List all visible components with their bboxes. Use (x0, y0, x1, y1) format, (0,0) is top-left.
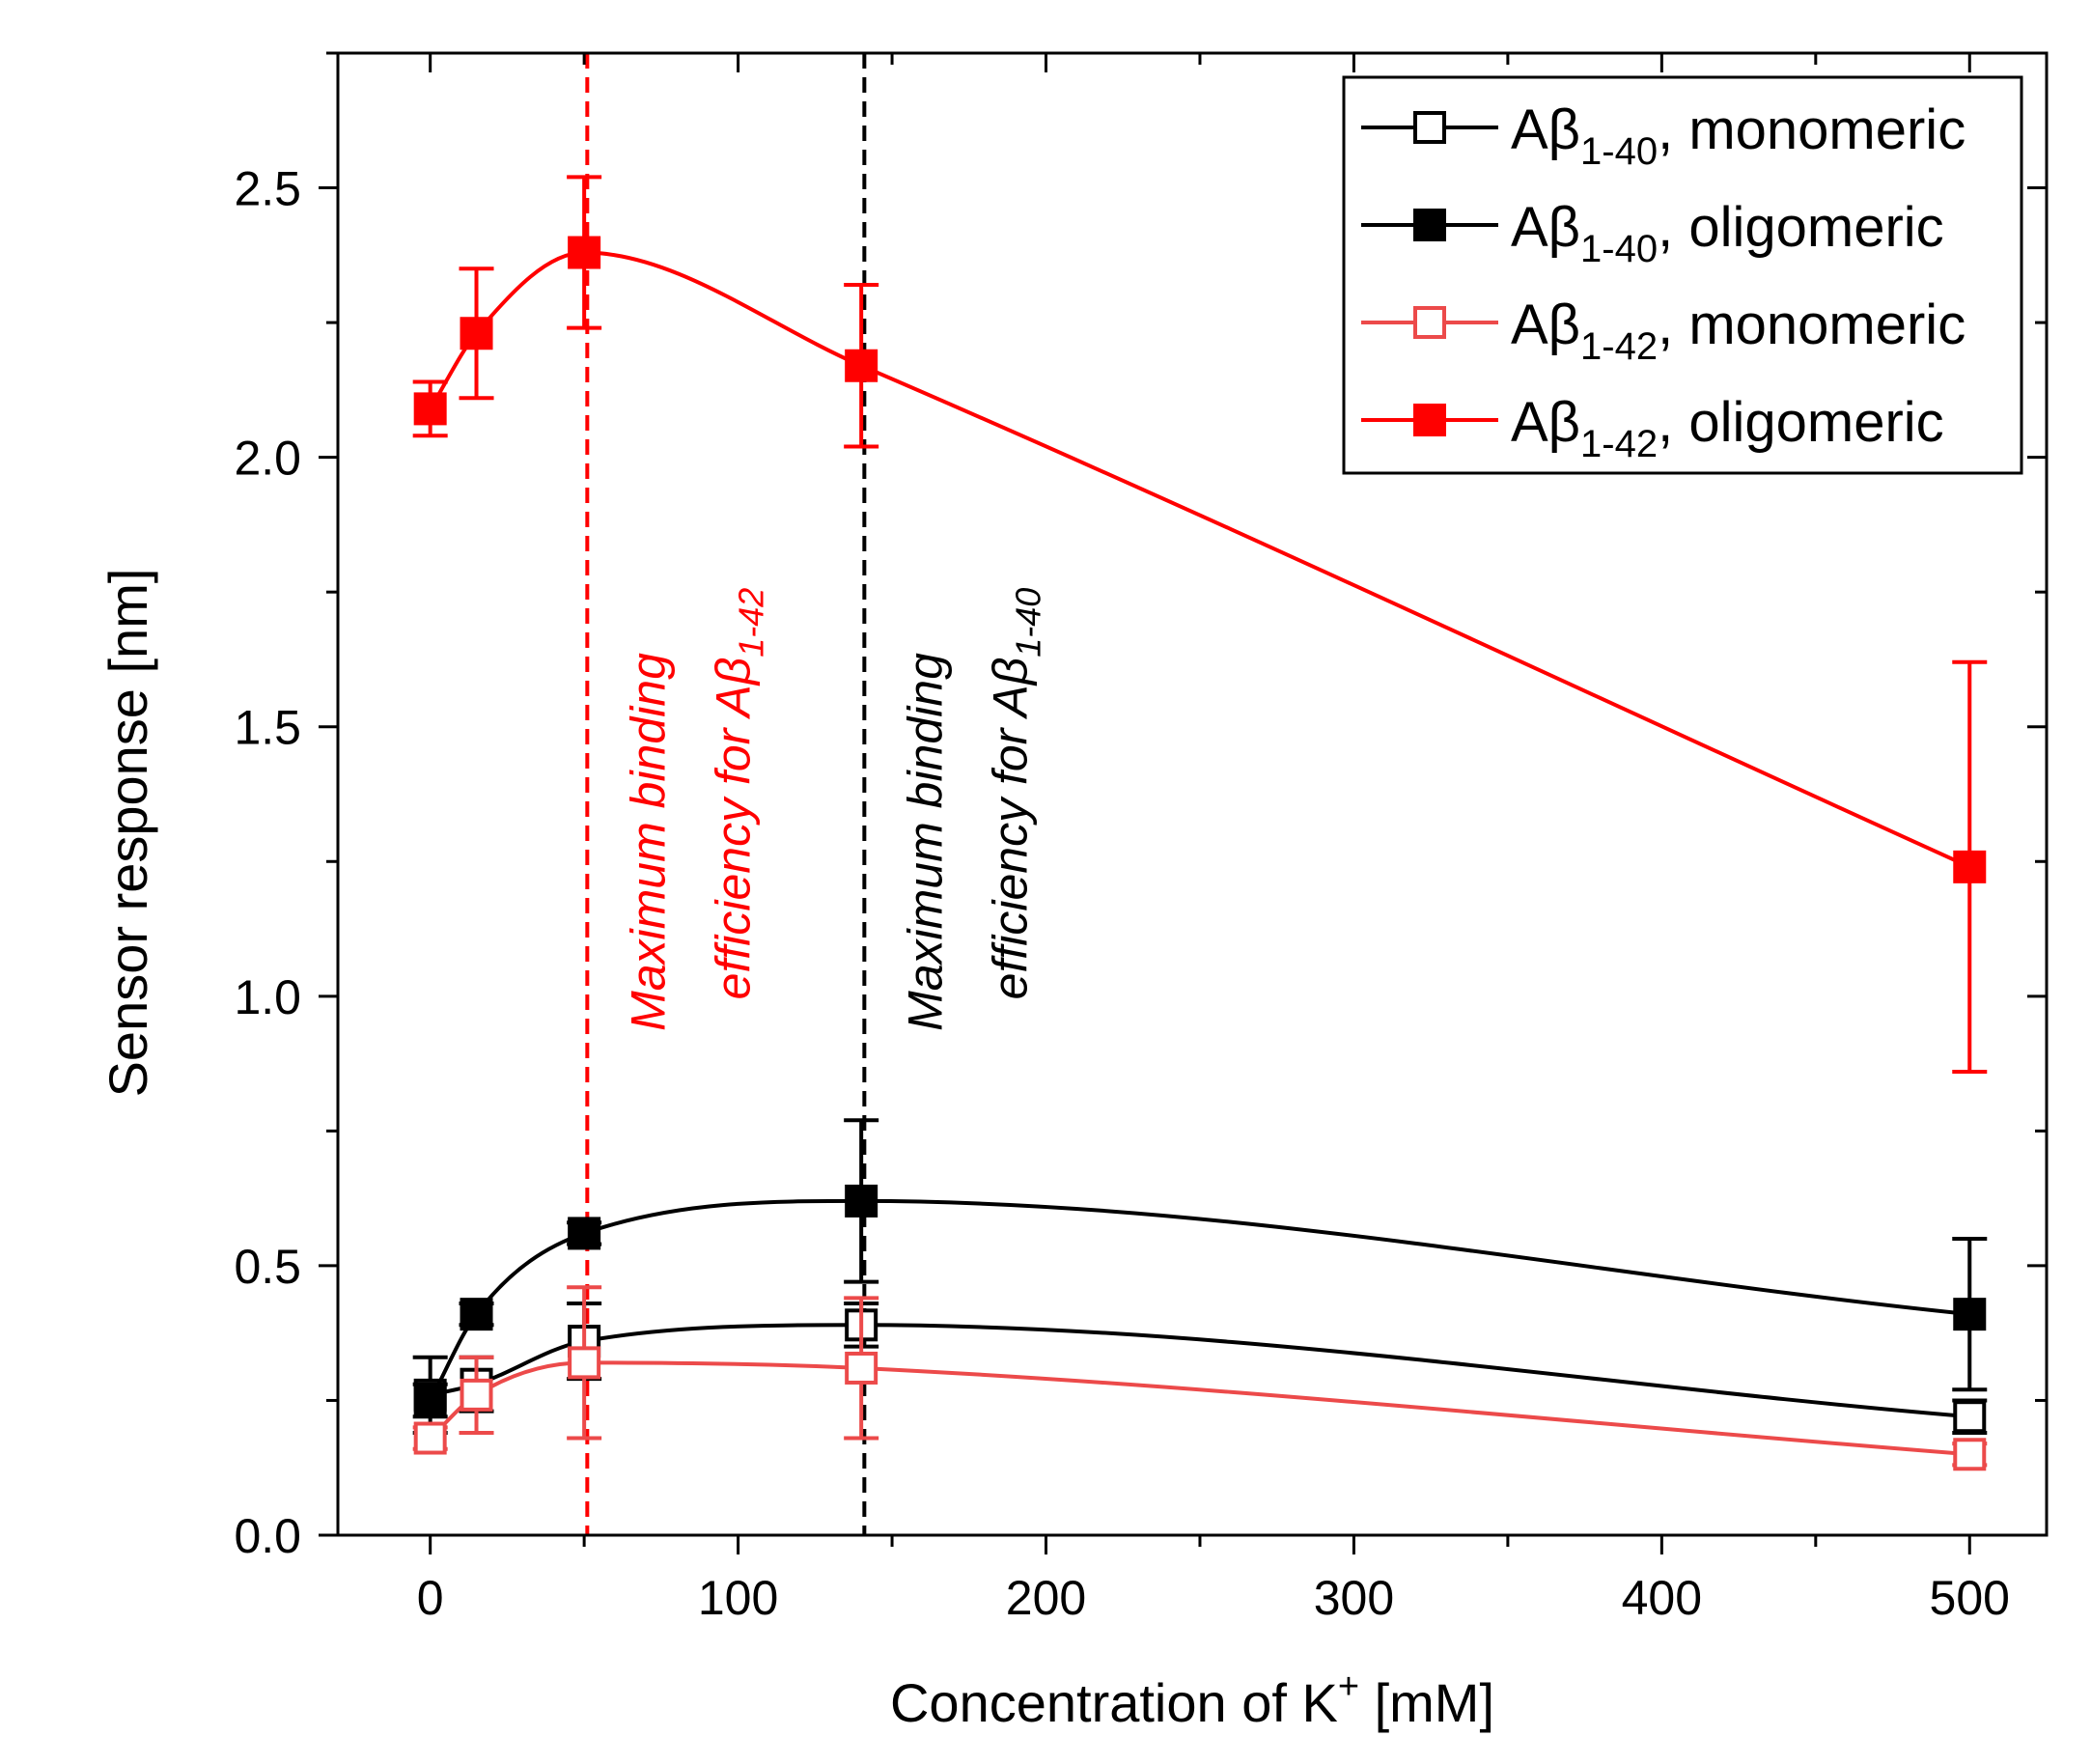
annotation-main: efficiency for Aβ (983, 658, 1037, 1000)
legend-label-suffix: , monomeric (1658, 98, 1966, 161)
legend-box (1342, 75, 2023, 475)
x-tick-label: 500 (1930, 1571, 2010, 1625)
data-point-4-5 (1953, 850, 1987, 883)
legend-marker-4 (1413, 404, 1446, 436)
legend-label-base: Aβ (1511, 391, 1580, 454)
legend-label-4: Aβ1-42, oligomeric (1511, 391, 1944, 465)
data-point-3-4 (845, 1351, 878, 1385)
series-4 (412, 175, 1988, 1074)
x-axis-title-unit: [mM] (1359, 1672, 1494, 1733)
legend-label-1: Aβ1-40, monomeric (1511, 98, 1966, 173)
annotation-subscript: 1-40 (1008, 588, 1047, 658)
data-point-4-4 (845, 349, 878, 382)
x-axis-title-superscript: + (1338, 1666, 1359, 1707)
legend-label-subscript: 1-42 (1580, 423, 1658, 465)
data-point-1-5 (1953, 1400, 1987, 1434)
data-point-4-2 (460, 317, 493, 350)
legend-label-3: Aβ1-42, monomeric (1511, 294, 1966, 368)
x-tick-label: 0 (417, 1571, 444, 1625)
series-3 (412, 1285, 1988, 1471)
y-tick-label: 2.5 (234, 162, 301, 216)
y-tick-label: 0.0 (234, 1509, 301, 1563)
x-tick-label: 100 (698, 1571, 778, 1625)
y-tick-label: 1.0 (234, 970, 301, 1024)
x-tick-label: 200 (1006, 1571, 1086, 1625)
annotation-text-2-line1: Maximum binding (898, 653, 952, 1031)
annotation-subscript: 1-42 (731, 588, 770, 658)
data-point-2-1 (413, 1384, 447, 1417)
legend-marker-2 (1413, 209, 1446, 241)
annotation-text-1-line1: Maximum binding (621, 653, 675, 1031)
annotation-texts: Maximum binding efficiency for Aβ1-42Maxi… (621, 588, 1047, 1031)
y-tick-label: 1.5 (234, 701, 301, 755)
y-tick-label: 2.0 (234, 432, 301, 486)
data-point-2-2 (460, 1298, 493, 1331)
legend-label-suffix: , oligomeric (1658, 196, 1944, 259)
legend-marker-1 (1413, 111, 1446, 144)
data-point-2-4 (845, 1184, 878, 1218)
data-point-3-2 (460, 1378, 493, 1412)
legend-label-subscript: 1-40 (1580, 228, 1658, 270)
data-point-4-3 (568, 236, 601, 269)
legend-label-base: Aβ (1511, 196, 1580, 259)
series-layer (412, 175, 1988, 1471)
annotation-text-2-line2: efficiency for Aβ1-40 (983, 588, 1047, 1000)
plot-frame (336, 51, 2049, 1537)
annotation-main: efficiency for Aβ (706, 658, 760, 1000)
axis-titles: Concentration of K+ [mM] Sensor response … (98, 569, 1494, 1733)
legend-label-base: Aβ (1511, 294, 1580, 356)
legend-label-suffix: , oligomeric (1658, 391, 1944, 454)
x-tick-label: 300 (1314, 1571, 1394, 1625)
data-point-4-1 (413, 392, 447, 426)
legend-label-base: Aβ (1511, 98, 1580, 161)
legend-label-2: Aβ1-40, oligomeric (1511, 196, 1944, 270)
data-point-2-3 (568, 1217, 601, 1250)
legend-label-subscript: 1-42 (1580, 325, 1658, 368)
y-axis-title: Sensor response [nm] (98, 569, 158, 1098)
axes-layer: 0 100 200 300 400 500 0.0 0.5 1.0 1.5 2.0 2.5 (234, 51, 2049, 1625)
x-axis-title: Concentration of K+ [mM] (890, 1666, 1494, 1733)
data-point-3-5 (1953, 1438, 1987, 1471)
annotation-text-1-line2: efficiency for Aβ1-42 (706, 588, 770, 1000)
series-2 (412, 1118, 1988, 1419)
data-point-2-5 (1953, 1298, 1987, 1331)
y-tick-label: 0.5 (234, 1240, 301, 1294)
x-axis-title-main: Concentration of K (890, 1672, 1338, 1733)
legend-marker-3 (1413, 306, 1446, 339)
legend-label-subscript: 1-40 (1580, 130, 1658, 173)
series-line-1 (430, 1323, 1970, 1419)
legend-label-suffix: , monomeric (1658, 294, 1966, 356)
data-point-3-3 (568, 1346, 601, 1380)
x-tick-label: 400 (1622, 1571, 1702, 1625)
data-point-3-1 (413, 1421, 447, 1455)
